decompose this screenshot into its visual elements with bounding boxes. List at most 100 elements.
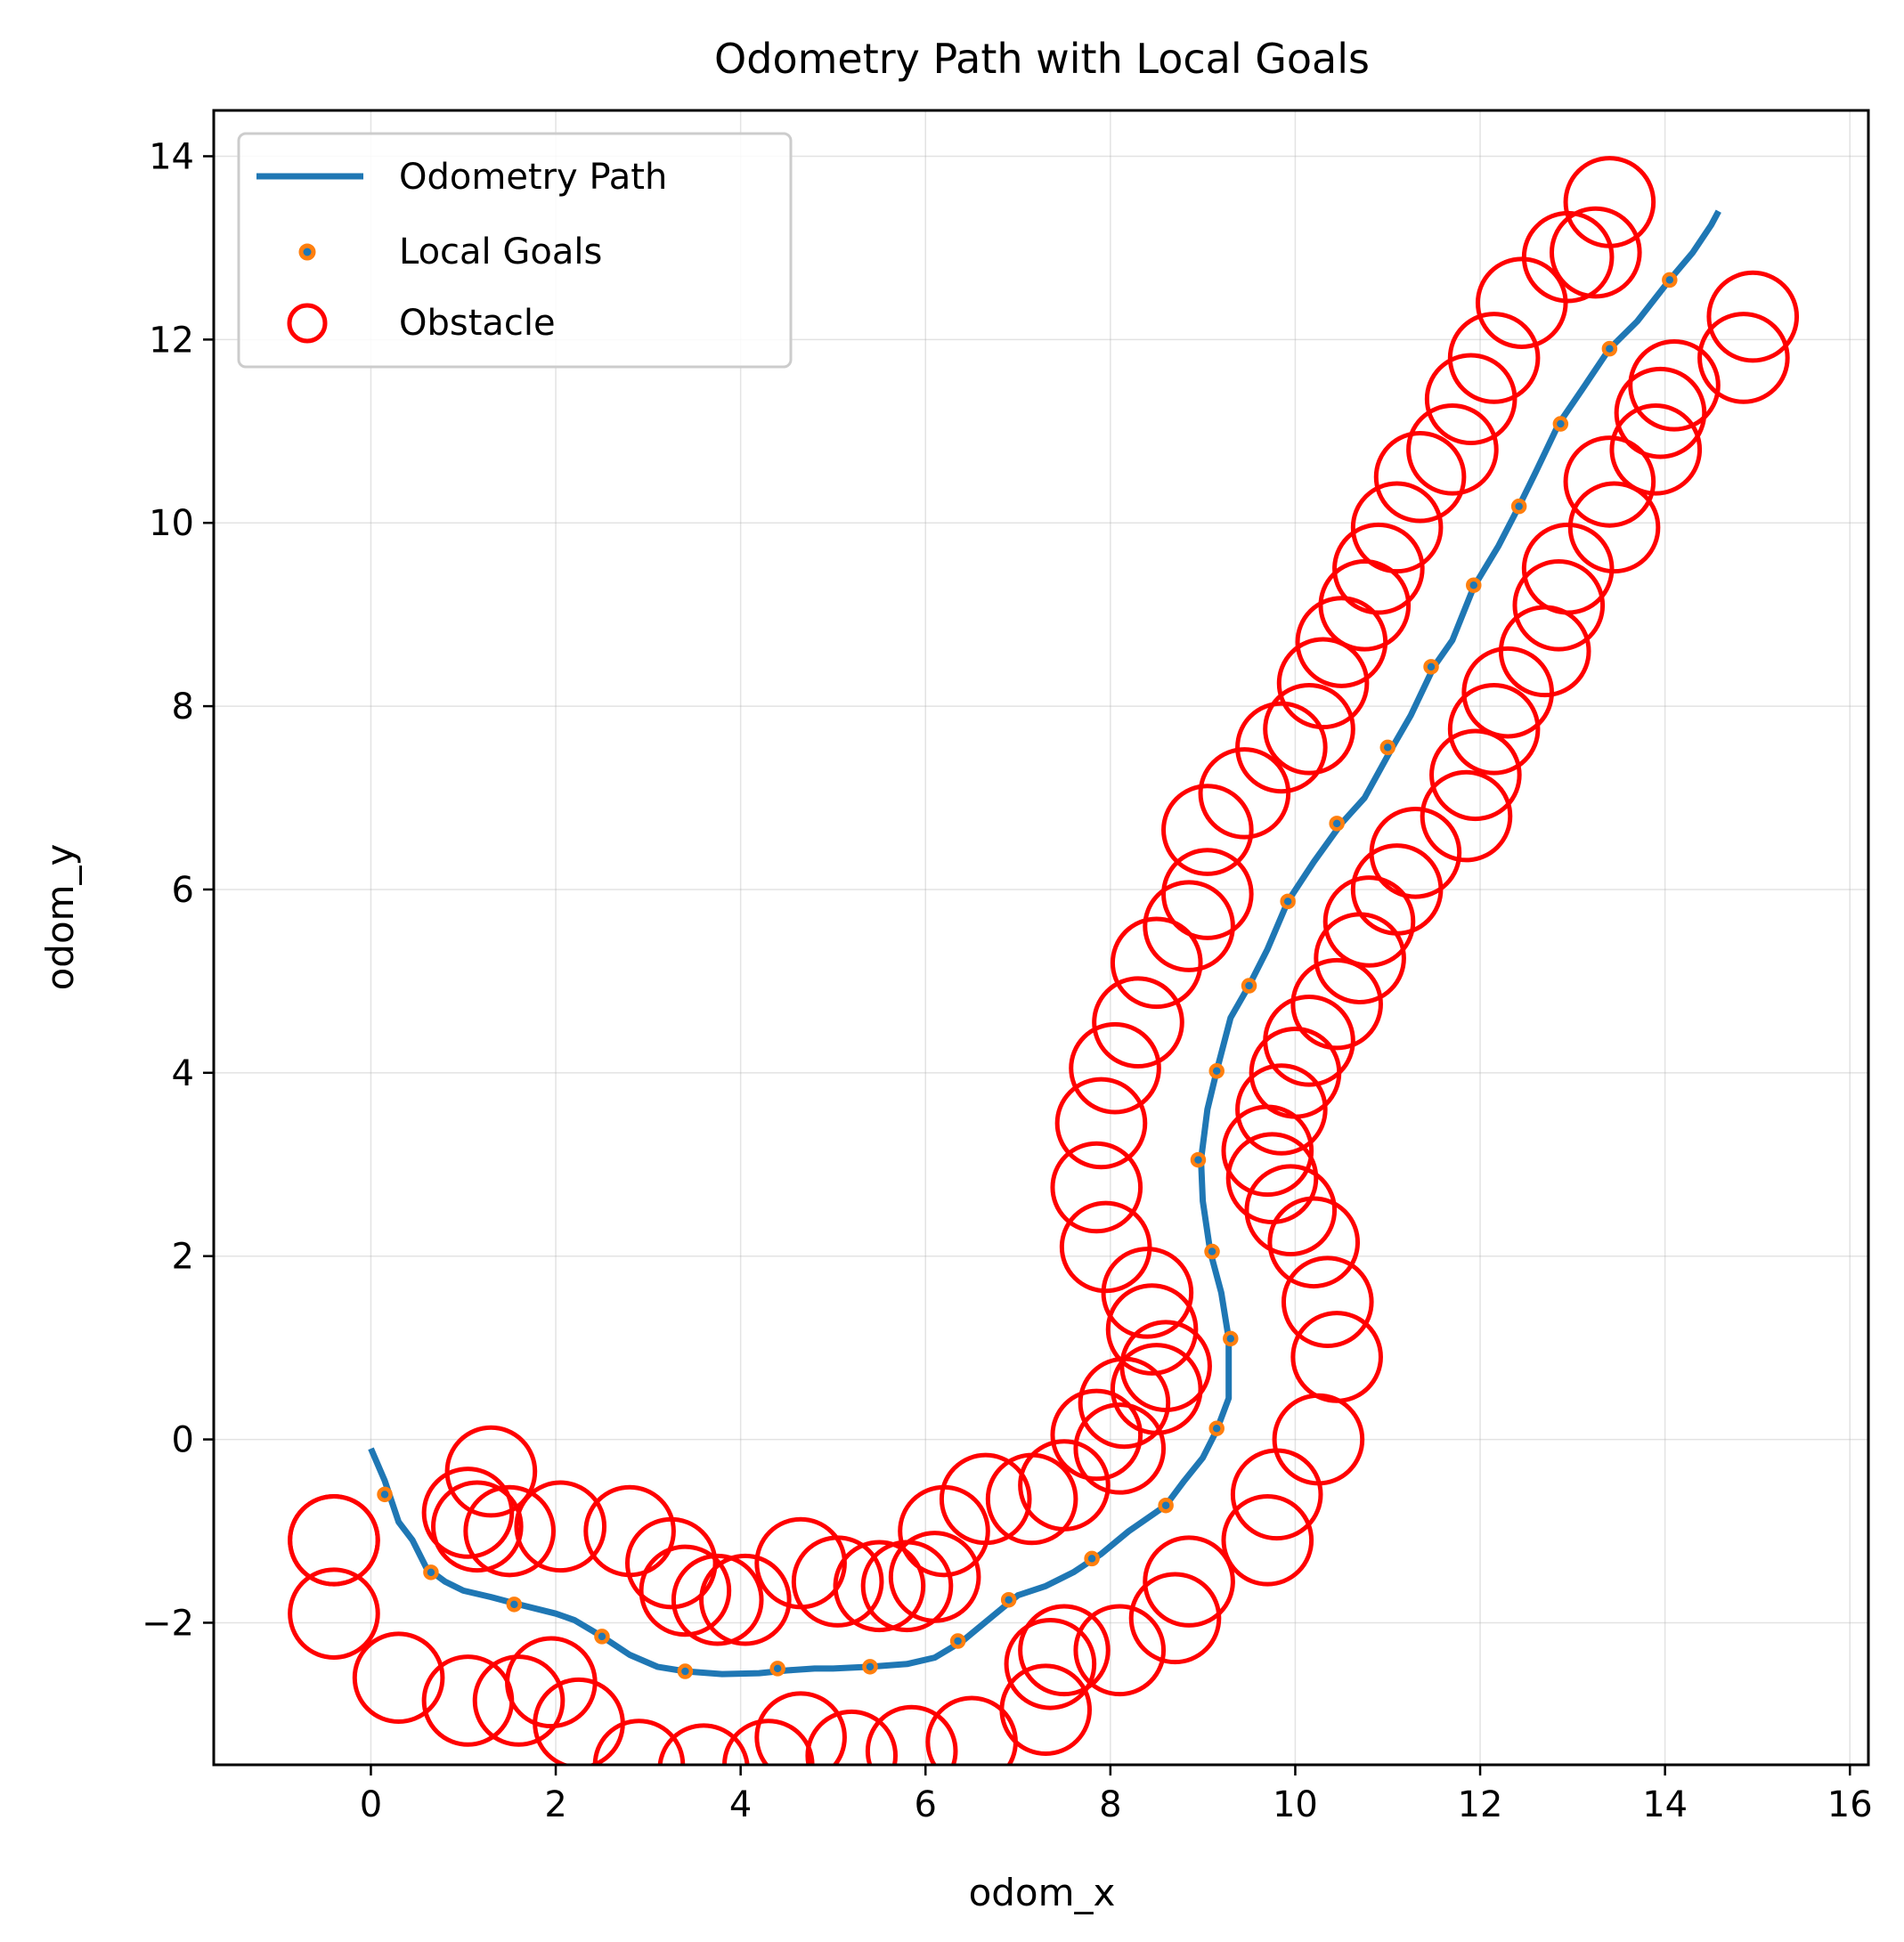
- obstacle-marker: [1628, 339, 1721, 432]
- obstacle-marker: [1073, 1604, 1167, 1697]
- local-goal-marker: [1280, 893, 1296, 910]
- obstacle-marker: [1521, 522, 1615, 615]
- obstacle-marker: [1050, 1388, 1143, 1482]
- obstacle-marker: [1322, 875, 1416, 968]
- obstacle-marker: [1235, 701, 1328, 794]
- local-goal-marker: [506, 1597, 523, 1613]
- obstacle-marker: [1004, 1617, 1097, 1710]
- obstacle-marker: [514, 1480, 607, 1573]
- obstacle-marker: [1318, 559, 1412, 652]
- obstacle-marker: [1018, 1604, 1111, 1697]
- local-goal-marker: [594, 1629, 610, 1645]
- obstacle-marker: [288, 1494, 380, 1587]
- local-goal-marker: [1423, 659, 1439, 675]
- obstacle-marker: [1406, 403, 1499, 496]
- x-tick-label: 14: [1642, 1784, 1688, 1825]
- obstacle-marker: [1073, 1402, 1167, 1495]
- obstacle-marker: [1563, 156, 1656, 248]
- local-goal-marker: [1223, 1330, 1239, 1347]
- local-goal-marker: [1662, 272, 1678, 288]
- obstacle-marker: [1512, 559, 1606, 652]
- y-tick-label: 10: [149, 503, 194, 544]
- x-tick-label: 12: [1458, 1784, 1503, 1825]
- obstacle-marker: [1105, 1283, 1199, 1376]
- obstacle-marker: [1235, 1063, 1328, 1156]
- local-goal-marker: [1204, 1243, 1220, 1260]
- local-goal-marker: [1208, 1063, 1225, 1079]
- obstacle-marker: [1290, 1311, 1383, 1403]
- obstacle-marker: [1244, 1164, 1338, 1257]
- x-tick-label: 0: [360, 1784, 382, 1825]
- x-axis-label: odom_x: [969, 1871, 1116, 1914]
- obstacle-marker: [1332, 522, 1425, 615]
- local-goal-marker: [862, 1659, 878, 1675]
- local-goal-marker: [1601, 340, 1618, 357]
- obstacle-marker: [463, 1484, 556, 1578]
- obstacle-marker: [472, 1654, 566, 1747]
- obstacle-marker: [352, 1631, 445, 1725]
- local-goal-marker: [949, 1633, 966, 1649]
- obstacle-marker: [1429, 728, 1522, 822]
- obstacle-marker: [865, 1704, 958, 1765]
- x-tick-label: 4: [729, 1784, 752, 1825]
- plot-area: 0 2 4 6 8 10 12 14 16 −2 0 2 4 6 8 10 12 14: [142, 109, 1873, 1825]
- obstacle-marker: [1161, 784, 1254, 876]
- y-tick-label: 2: [172, 1237, 194, 1278]
- obstacle-marker: [805, 1709, 899, 1765]
- obstacle-marker: [625, 1516, 718, 1610]
- obstacle-marker: [1276, 637, 1370, 730]
- local-goal-marker: [1379, 739, 1395, 756]
- x-tick-label: 16: [1827, 1784, 1873, 1825]
- obstacle-marker: [754, 1691, 847, 1765]
- obstacle-marker: [1092, 976, 1184, 1069]
- obstacle-marker: [431, 1480, 524, 1573]
- obstacle-marker: [1567, 481, 1661, 574]
- obstacle-marker: [1549, 206, 1642, 299]
- obstacle-marker: [722, 1719, 815, 1765]
- obstacle-marker: [1161, 848, 1254, 940]
- obstacle-marker: [1563, 435, 1656, 528]
- local-goal-marker: [1084, 1550, 1100, 1567]
- y-tick-label: 4: [172, 1053, 194, 1094]
- legend-obstacle-swatch: [287, 303, 328, 344]
- y-axis-label: odom_y: [38, 844, 82, 991]
- obstacle-marker: [1059, 1200, 1152, 1294]
- obstacle-marker: [999, 1663, 1092, 1757]
- obstacle-marker: [1706, 270, 1800, 363]
- obstacle-marker: [699, 1553, 792, 1646]
- series-layer: [288, 156, 1800, 1765]
- obstacle-marker: [1110, 916, 1203, 1010]
- obstacle-marker: [288, 1567, 380, 1660]
- y-axis: −2 0 2 4 6 8 10 12 14: [142, 136, 214, 1644]
- obstacle-marker: [1609, 403, 1703, 496]
- x-axis: 0 2 4 6 8 10 12 14 16: [360, 1765, 1873, 1825]
- obstacle-marker: [833, 1540, 926, 1633]
- obstacle-marker: [1267, 1196, 1361, 1289]
- obstacle-marker: [1373, 430, 1467, 524]
- local-goal-marker: [1241, 978, 1257, 994]
- x-tick-label: 10: [1273, 1784, 1318, 1825]
- y-tick-label: 0: [172, 1420, 194, 1461]
- local-goal-marker: [1329, 816, 1345, 832]
- obstacle-marker: [1069, 1021, 1161, 1115]
- obstacle-marker: [444, 1425, 538, 1518]
- obstacle-marker: [791, 1535, 884, 1628]
- local-goal-marker: [1000, 1591, 1017, 1608]
- obstacle-marker: [1119, 1320, 1212, 1413]
- legend-label-obstacle: Obstacle: [399, 303, 556, 344]
- obstacle-marker: [1110, 1343, 1203, 1435]
- obstacle-marker: [1054, 1077, 1148, 1170]
- legend: Odometry Path Local Goals Obstacle: [237, 132, 793, 369]
- obstacle-marker: [1614, 366, 1707, 459]
- obstacle-marker: [1050, 1141, 1143, 1234]
- obstacle-marker: [1225, 1132, 1319, 1225]
- obstacle-marker: [939, 1452, 1032, 1546]
- obstacle-marker: [1420, 769, 1513, 863]
- obstacle-marker: [639, 1544, 732, 1637]
- obstacle-marker: [888, 1531, 981, 1623]
- local-goal-marker: [769, 1661, 785, 1677]
- y-tick-label: 12: [149, 320, 194, 361]
- local-goal-marker: [377, 1486, 393, 1503]
- axes-frame: [212, 109, 1870, 1767]
- obstacle-marker: [1697, 312, 1790, 404]
